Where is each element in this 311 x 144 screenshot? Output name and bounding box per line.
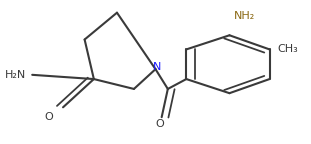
Text: CH₃: CH₃	[277, 44, 298, 54]
Text: N: N	[153, 62, 161, 72]
Text: O: O	[156, 119, 165, 129]
Text: O: O	[45, 112, 53, 122]
Text: H₂N: H₂N	[4, 70, 26, 80]
Text: NH₂: NH₂	[234, 11, 255, 20]
